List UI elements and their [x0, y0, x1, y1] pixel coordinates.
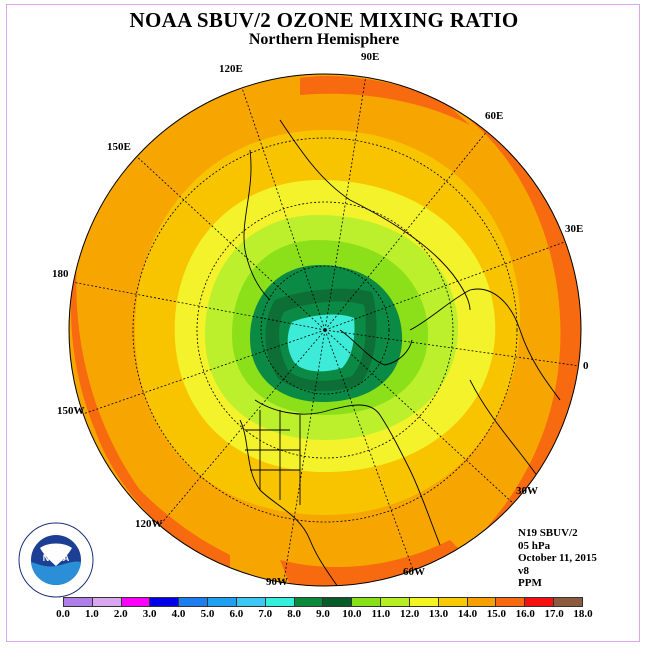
- field-band-left: [71, 250, 230, 570]
- lon-label-60w: 60W: [403, 566, 425, 578]
- noaa-logo: NOAA: [18, 522, 94, 598]
- colorbar: [63, 597, 583, 607]
- colorbar-swatch: [438, 598, 468, 606]
- colorbar-swatch: [496, 598, 526, 606]
- lon-label-120e: 120E: [219, 63, 243, 75]
- lon-label-0: 0: [583, 360, 589, 372]
- field-core: [287, 314, 355, 372]
- colorbar-swatch: [323, 598, 353, 606]
- colorbar-swatch: [409, 598, 439, 606]
- lon-label-90e: 90E: [361, 51, 380, 63]
- colorbar-tick-label: 2.0: [113, 608, 128, 620]
- colorbar-tick-label: 10.0: [342, 608, 362, 620]
- colorbar-tick-label: 8.0: [287, 608, 301, 620]
- colorbar-tick-label: 11.0: [371, 608, 391, 620]
- plot-frame: [6, 4, 640, 642]
- colorbar-swatch: [92, 598, 122, 606]
- colorbar-swatch: [236, 598, 266, 606]
- colorbar-tick-label: 4.0: [171, 608, 186, 620]
- lon-label-150w: 150W: [57, 405, 85, 417]
- coast-europe: [409, 288, 561, 401]
- info-version: v8: [518, 564, 529, 577]
- svg-text:NOAA: NOAA: [43, 553, 70, 563]
- coast-north-america: [239, 399, 441, 586]
- map-border: [68, 73, 582, 587]
- colorbar-swatch: [525, 598, 555, 606]
- colorbar-tick-label: 15.0: [486, 608, 506, 620]
- lon-label-180: 180: [52, 268, 69, 280]
- colorbar-tick-label: 3.0: [142, 608, 157, 620]
- colorbar-swatch: [554, 598, 582, 606]
- colorbar-swatch: [64, 598, 93, 606]
- colorbar-tick-label: 0.0: [56, 608, 70, 620]
- lon-label-90w: 90W: [266, 576, 288, 588]
- colorbar-tick-label: 18.0: [573, 608, 593, 620]
- lon-label-150e: 150E: [107, 141, 131, 153]
- coast-usa-states: [245, 410, 301, 505]
- coastlines: [239, 119, 581, 586]
- graticule: [71, 74, 581, 586]
- map-title: NOAA SBUV/2 OZONE MIXING RATIO: [129, 8, 519, 32]
- info-block: N19 SBUV/2 05 hPa October 11, 2015 v8 PP…: [518, 527, 597, 590]
- colorbar-tick-label: 16.0: [515, 608, 535, 620]
- colorbar-tick-label: 5.0: [200, 608, 215, 620]
- colorbar-swatch: [352, 598, 382, 606]
- colorbar-tick-label: 7.0: [258, 608, 273, 620]
- lon-label-30w: 30W: [516, 485, 538, 497]
- lon-label-30e: 30E: [565, 223, 584, 235]
- colorbar-swatch: [179, 598, 209, 606]
- colorbar-tick-label: 1.0: [85, 608, 99, 620]
- coast-asia-east: [243, 149, 271, 301]
- colorbar-ticks: 0.0 1.0 2.0 3.0 4.0 5.0 6.0 7.0 8.0 9.0 10.0 11.0 12…: [48, 608, 598, 622]
- colorbar-swatch: [121, 598, 151, 606]
- field-band-top: [300, 76, 470, 125]
- info-units: PPM: [518, 577, 542, 589]
- colorbar-tick-label: 9.0: [316, 608, 330, 620]
- coast-greenland: [339, 329, 413, 366]
- colorbar-swatch: [467, 598, 497, 606]
- colorbar-swatch: [265, 598, 295, 606]
- colorbar-tick-label: 13.0: [428, 608, 449, 620]
- coast-asia: [279, 119, 471, 311]
- map-subtitle: Northern Hemisphere: [248, 31, 400, 48]
- lon-label-120w: 120W: [135, 518, 163, 530]
- info-satellite: N19 SBUV/2: [518, 527, 578, 539]
- colorbar-swatch: [381, 598, 410, 606]
- colorbar-swatch: [208, 598, 237, 606]
- colorbar-swatch: [150, 598, 180, 606]
- info-pressure: 05 hPa: [518, 539, 551, 552]
- colorbar-tick-label: 6.0: [229, 608, 244, 620]
- info-date: October 11, 2015: [518, 552, 597, 564]
- colorbar-tick-label: 17.0: [544, 608, 564, 620]
- colorbar-swatch: [294, 598, 324, 606]
- colorbar-tick-label: 14.0: [457, 608, 478, 620]
- colorbar-tick-label: 12.0: [400, 608, 420, 620]
- lon-label-60e: 60E: [485, 110, 504, 122]
